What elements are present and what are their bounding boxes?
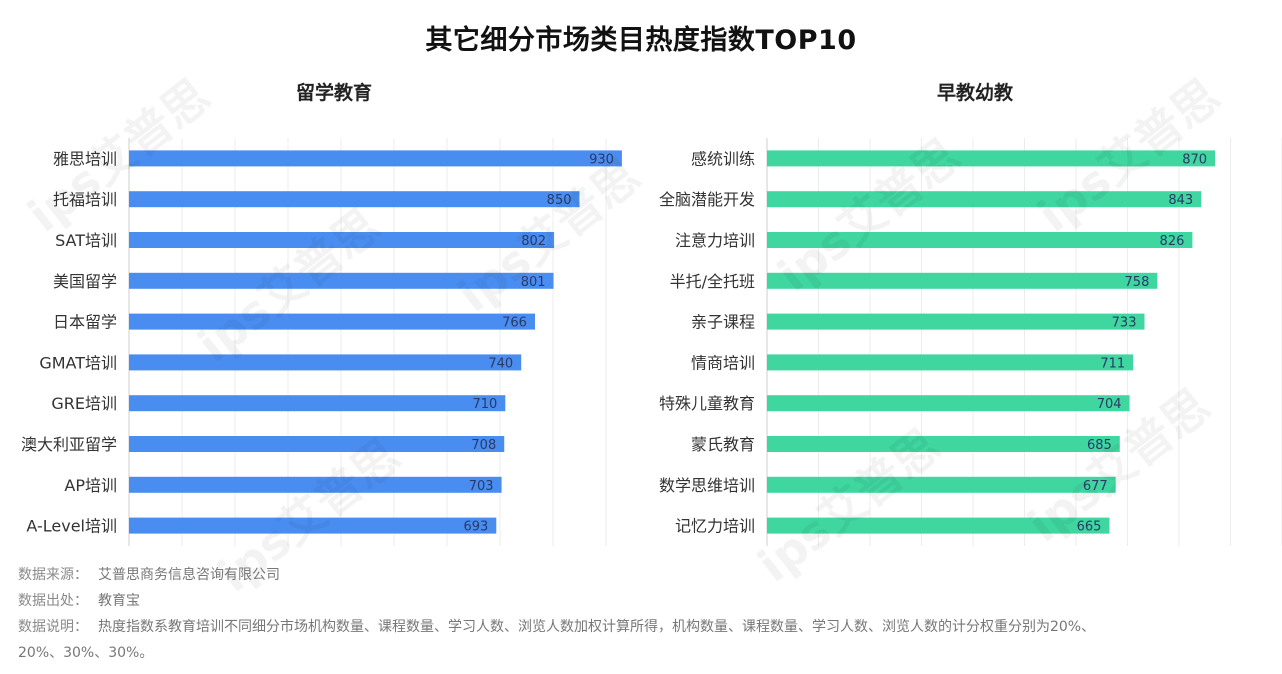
value-label: 801 [521, 275, 546, 290]
note-description-label: 数据说明： [18, 619, 88, 635]
value-label: 850 [547, 193, 572, 208]
value-label: 665 [1077, 520, 1102, 535]
bar [767, 517, 1110, 534]
note-origin: 数据出处： 教育宝 [18, 588, 1268, 614]
note-source-value: 艾普思商务信息咨询有限公司 [98, 567, 280, 583]
value-label: 758 [1125, 275, 1150, 290]
category-tick-label: 澳大利亚留学 [21, 435, 117, 454]
value-label: 704 [1097, 397, 1122, 412]
note-description-continued: 20%、30%、30%。 [18, 645, 154, 661]
category-tick-label: 雅思培训 [53, 149, 117, 168]
category-tick-label: GRE培训 [51, 394, 117, 413]
early-education-bar-chart: 感统训练 870 全脑潜能开发 843 注意力培训 826 半托/全托班 758 亲子课程 733… [659, 138, 1282, 546]
category-tick-label: GMAT培训 [39, 353, 117, 372]
note-description-value: 热度指数系教育培训不同细分市场机构数量、课程数量、学习人数、浏览人数加权计算所得… [98, 619, 1096, 635]
bar [767, 354, 1134, 371]
bar [767, 395, 1130, 412]
bar [767, 191, 1202, 208]
value-label: 677 [1083, 479, 1108, 494]
note-description: 数据说明： 热度指数系教育培训不同细分市场机构数量、课程数量、学习人数、浏览人数加… [18, 614, 1268, 640]
value-label: 870 [1182, 152, 1207, 167]
bar [129, 272, 554, 289]
bar [767, 313, 1145, 330]
main-title: 其它细分市场类目热度指数TOP10 [425, 25, 857, 56]
bar [129, 354, 522, 371]
value-label: 711 [1100, 356, 1125, 371]
value-label: 766 [502, 316, 527, 331]
category-tick-label: 日本留学 [53, 313, 117, 332]
value-label: 930 [589, 152, 614, 167]
bar [767, 232, 1193, 248]
category-tick-label: 数学思维培训 [659, 476, 755, 495]
chart-panel-study-abroad: 留学教育 雅思培训 930 托福培训 850 SAT培训 802 美国留学 801 日本留学 76… [0, 0, 641, 560]
value-label: 802 [521, 234, 546, 249]
category-tick-label: 情商培训 [691, 353, 755, 372]
bar [767, 272, 1158, 289]
bar [129, 517, 497, 534]
bar [129, 476, 502, 493]
bar [129, 436, 505, 452]
value-label: 843 [1168, 193, 1193, 208]
value-label: 693 [463, 520, 488, 535]
note-source: 数据来源： 艾普思商务信息咨询有限公司 [18, 562, 1268, 588]
value-label: 685 [1087, 438, 1112, 453]
category-tick-label: AP培训 [64, 476, 117, 495]
value-label: 703 [469, 479, 494, 494]
note-origin-value: 教育宝 [98, 593, 140, 609]
value-label: 710 [472, 397, 497, 412]
bar [129, 395, 506, 412]
category-tick-label: 蒙氏教育 [691, 435, 755, 454]
category-tick-label: 注意力培训 [675, 231, 755, 250]
category-tick-label: 特殊儿童教育 [659, 394, 755, 413]
bar [129, 191, 580, 208]
category-tick-label: 美国留学 [53, 272, 117, 291]
category-tick-label: 亲子课程 [691, 313, 755, 332]
bar [129, 150, 622, 167]
footnotes: 数据来源： 艾普思商务信息咨询有限公司 数据出处： 教育宝 数据说明： 热度指数系教育… [18, 562, 1268, 666]
panel-title-early-education: 早教幼教 [936, 82, 1013, 104]
bar [767, 150, 1216, 167]
category-tick-label: 记忆力培训 [675, 517, 755, 536]
category-tick-label: 感统训练 [691, 149, 755, 168]
note-source-label: 数据来源： [18, 567, 88, 583]
bar [129, 313, 535, 330]
bar [129, 232, 555, 248]
value-label: 733 [1112, 316, 1137, 331]
value-label: 826 [1160, 234, 1185, 249]
study-abroad-bar-chart: 雅思培训 930 托福培训 850 SAT培训 802 美国留学 801 日本留学 766 GMAT… [21, 138, 622, 546]
note-origin-label: 数据出处： [18, 593, 88, 609]
chart-panel-early-education: 早教幼教 感统训练 870 全脑潜能开发 843 注意力培训 826 半托/全托班 758 亲子… [641, 0, 1282, 560]
bar [767, 476, 1116, 493]
category-tick-label: 全脑潜能开发 [659, 190, 755, 209]
category-tick-label: SAT培训 [55, 231, 117, 250]
category-tick-label: A-Level培训 [26, 517, 117, 536]
category-tick-label: 托福培训 [53, 190, 117, 209]
category-tick-label: 半托/全托班 [670, 272, 755, 291]
bar [767, 436, 1120, 452]
value-label: 708 [471, 438, 496, 453]
panel-title-study-abroad: 留学教育 [295, 82, 372, 104]
value-label: 740 [488, 356, 513, 371]
